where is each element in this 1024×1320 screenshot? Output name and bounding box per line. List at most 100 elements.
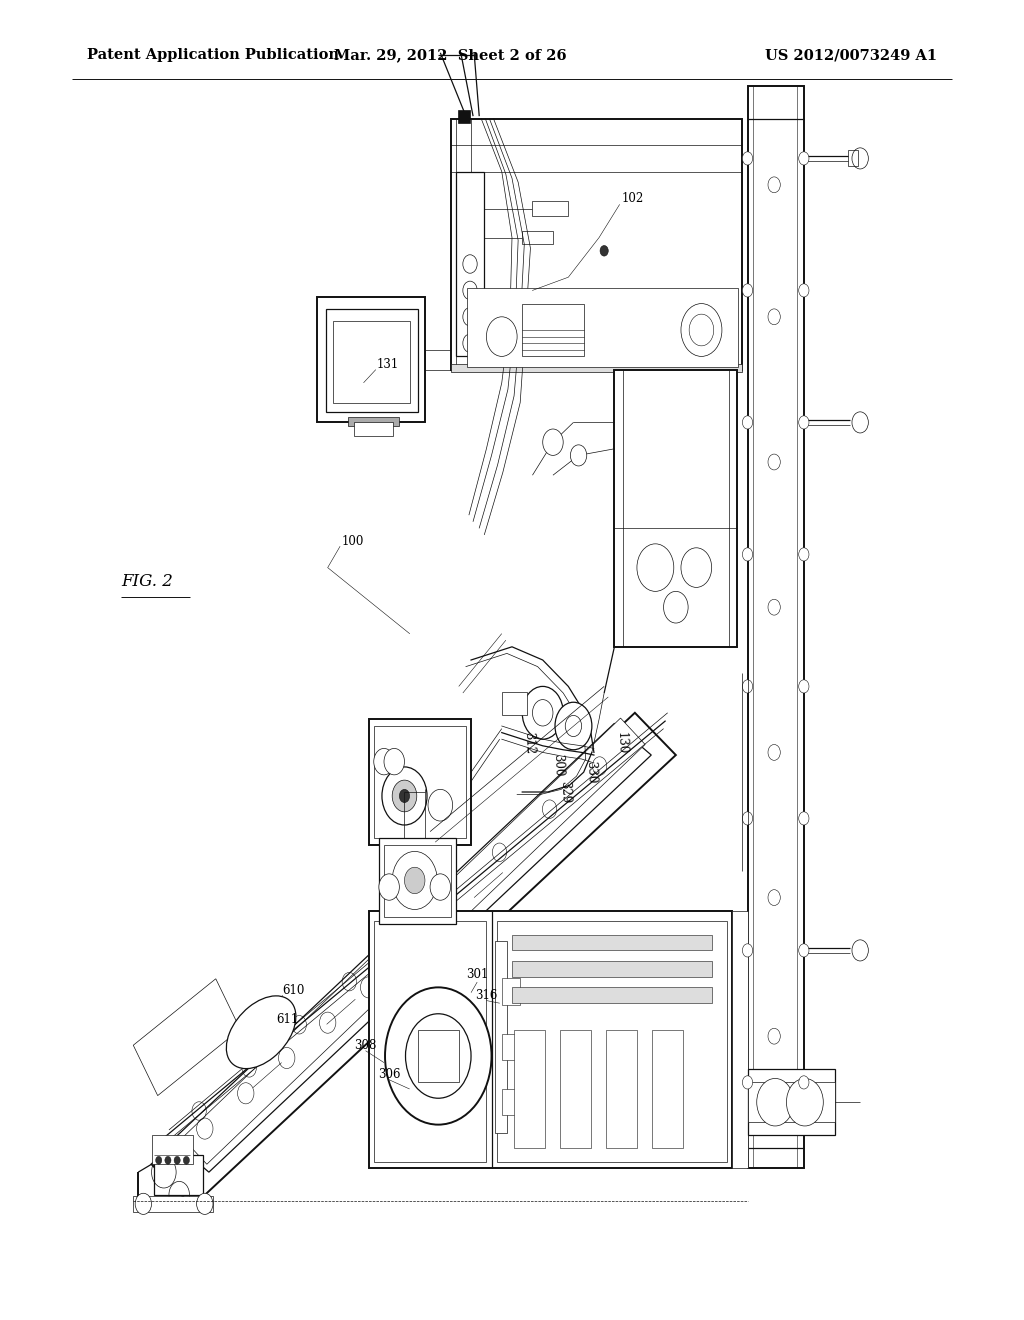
Circle shape [570,445,587,466]
Polygon shape [182,718,645,1164]
Bar [502,1089,520,1115]
Circle shape [637,544,674,591]
Bar [348,417,399,426]
Circle shape [197,1193,213,1214]
Circle shape [522,686,563,739]
Circle shape [799,548,809,561]
Circle shape [799,152,809,165]
Text: 308: 308 [354,1039,377,1052]
Bar [512,961,712,977]
Text: FIG. 2: FIG. 2 [121,573,173,590]
Bar [532,201,568,216]
Circle shape [165,1156,171,1164]
Circle shape [463,334,477,352]
Bar [354,422,393,436]
Bar [502,692,527,715]
Text: 102: 102 [622,191,644,205]
Text: Mar. 29, 2012  Sheet 2 of 26: Mar. 29, 2012 Sheet 2 of 26 [334,49,567,62]
Text: 100: 100 [342,535,365,548]
Circle shape [543,429,563,455]
Bar [384,845,451,917]
Circle shape [742,944,753,957]
Bar [317,297,425,422]
Circle shape [742,152,753,165]
Circle shape [382,767,427,825]
Bar [512,987,712,1003]
Bar [152,1135,193,1164]
Text: 306: 306 [378,1068,400,1081]
Bar [748,1069,835,1135]
Circle shape [174,1156,180,1164]
Bar [467,288,738,367]
Circle shape [532,700,553,726]
Polygon shape [172,723,651,1172]
Circle shape [430,874,451,900]
Bar [451,364,742,372]
Circle shape [681,548,712,587]
Text: 130: 130 [614,731,628,755]
Circle shape [600,246,608,256]
Polygon shape [152,713,676,1206]
Circle shape [742,284,753,297]
Bar [514,1030,545,1148]
Bar [369,911,732,1168]
Circle shape [486,317,517,356]
Bar [333,321,410,403]
Text: 301: 301 [466,968,488,981]
Bar [522,304,584,356]
Circle shape [156,1156,162,1164]
Bar [502,978,520,1005]
Bar [652,1030,683,1148]
Bar [451,119,742,370]
Circle shape [786,1078,823,1126]
Circle shape [799,944,809,957]
Circle shape [742,680,753,693]
Bar [374,726,466,838]
Circle shape [463,308,477,326]
Text: US 2012/0073249 A1: US 2012/0073249 A1 [765,49,937,62]
Circle shape [742,1076,753,1089]
Circle shape [742,416,753,429]
Circle shape [757,1078,794,1126]
Bar [732,911,748,1168]
Text: 610: 610 [283,983,305,997]
Ellipse shape [226,995,296,1069]
Bar [154,1155,203,1195]
Circle shape [799,680,809,693]
Bar [502,1034,520,1060]
Circle shape [664,591,688,623]
Circle shape [689,314,714,346]
Text: 329: 329 [558,780,571,804]
Bar [374,921,486,1162]
Circle shape [183,1156,189,1164]
Circle shape [799,1076,809,1089]
Circle shape [384,748,404,775]
Text: 330: 330 [584,760,597,784]
Bar [369,719,471,845]
Circle shape [406,1014,471,1098]
Bar [748,1082,835,1122]
Text: 312: 312 [522,731,536,755]
Bar [456,172,484,356]
Circle shape [392,851,437,909]
Text: 300: 300 [551,754,564,777]
Circle shape [799,416,809,429]
Bar [748,86,804,1168]
Text: 611: 611 [276,1012,299,1026]
Bar [326,309,418,412]
Bar [418,1030,459,1082]
Circle shape [799,284,809,297]
Bar [848,150,858,166]
Circle shape [426,1040,451,1072]
Bar [133,978,241,1096]
Circle shape [742,548,753,561]
Circle shape [463,255,477,273]
Bar [458,110,470,123]
Bar [379,838,456,924]
Circle shape [379,874,399,900]
Text: 131: 131 [377,358,399,371]
Circle shape [463,281,477,300]
Circle shape [565,715,582,737]
Bar [497,921,727,1162]
Circle shape [555,702,592,750]
